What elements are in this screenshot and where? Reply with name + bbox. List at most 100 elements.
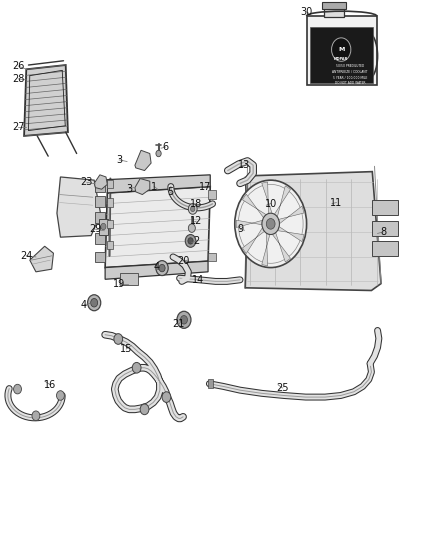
Circle shape: [188, 238, 193, 244]
Polygon shape: [24, 65, 68, 136]
Text: 11: 11: [330, 198, 343, 207]
Polygon shape: [236, 220, 263, 228]
Text: 23: 23: [81, 177, 93, 187]
Text: 16: 16: [44, 380, 57, 390]
Polygon shape: [105, 261, 208, 279]
Bar: [208, 253, 216, 261]
Circle shape: [188, 224, 195, 232]
Bar: [107, 241, 113, 249]
Text: ANTIFREEZE / COOLANT: ANTIFREEZE / COOLANT: [332, 70, 367, 74]
Polygon shape: [307, 16, 377, 85]
Bar: [95, 252, 105, 262]
Circle shape: [235, 180, 307, 268]
Bar: [95, 196, 105, 207]
Text: ------: ------: [346, 86, 353, 90]
Text: 4: 4: [81, 300, 87, 310]
Bar: [95, 233, 105, 244]
Polygon shape: [94, 175, 107, 189]
Circle shape: [162, 392, 171, 402]
Circle shape: [57, 391, 64, 400]
Text: 10: 10: [265, 199, 277, 208]
Circle shape: [266, 219, 275, 229]
Bar: [322, 2, 346, 9]
Polygon shape: [277, 227, 304, 241]
Circle shape: [332, 38, 351, 61]
Text: 29: 29: [89, 224, 102, 234]
Text: 3: 3: [116, 155, 122, 165]
Bar: [99, 219, 108, 235]
Text: 3: 3: [126, 184, 132, 193]
Bar: [107, 198, 113, 207]
Circle shape: [262, 213, 279, 235]
Text: 21: 21: [173, 319, 185, 329]
Circle shape: [14, 384, 21, 394]
Bar: [107, 180, 113, 188]
Polygon shape: [262, 182, 272, 214]
Circle shape: [132, 362, 141, 373]
Bar: [372, 200, 398, 215]
Text: 6: 6: [162, 142, 169, 152]
Circle shape: [156, 261, 168, 276]
Bar: [95, 212, 105, 223]
Text: 4: 4: [154, 262, 160, 271]
Circle shape: [114, 334, 123, 344]
Text: 2: 2: [193, 236, 199, 246]
Text: 9: 9: [237, 224, 243, 234]
Text: DO NOT ADD WATER: DO NOT ADD WATER: [335, 81, 365, 85]
Text: 12: 12: [190, 216, 202, 226]
Text: 50/50 PREDILUTED: 50/50 PREDILUTED: [336, 63, 364, 68]
Polygon shape: [243, 194, 266, 218]
Text: 27: 27: [12, 122, 25, 132]
Text: 25: 25: [276, 383, 289, 393]
Polygon shape: [105, 187, 210, 268]
Text: M: M: [338, 47, 344, 52]
Polygon shape: [135, 179, 150, 195]
Text: 1: 1: [151, 182, 157, 191]
Bar: [120, 273, 138, 285]
Bar: [95, 181, 105, 192]
Circle shape: [32, 411, 40, 421]
Bar: [372, 221, 398, 236]
Circle shape: [177, 311, 191, 328]
Circle shape: [88, 295, 101, 311]
Polygon shape: [57, 177, 101, 237]
Circle shape: [140, 404, 149, 415]
Bar: [310, 27, 373, 83]
Text: 13: 13: [238, 160, 251, 170]
Text: 5 YEAR / 100,000 MILE: 5 YEAR / 100,000 MILE: [333, 76, 367, 80]
Circle shape: [101, 223, 106, 230]
Text: 14: 14: [192, 275, 204, 285]
Text: MOPAR: MOPAR: [334, 57, 348, 61]
Bar: [208, 190, 216, 199]
Text: 5: 5: [167, 187, 173, 197]
Polygon shape: [30, 246, 53, 272]
Text: 8: 8: [380, 227, 386, 237]
Circle shape: [188, 204, 197, 214]
Text: 15: 15: [120, 344, 132, 354]
Text: 26: 26: [12, 61, 25, 71]
Circle shape: [191, 206, 195, 212]
Polygon shape: [274, 186, 290, 217]
Polygon shape: [262, 233, 270, 265]
Polygon shape: [243, 228, 265, 254]
Circle shape: [159, 264, 165, 272]
Text: 18: 18: [190, 199, 202, 208]
Bar: [372, 241, 398, 256]
Text: 30: 30: [300, 7, 313, 17]
Text: 17: 17: [199, 182, 211, 191]
Polygon shape: [107, 175, 210, 193]
Polygon shape: [245, 172, 381, 290]
Text: 20: 20: [177, 256, 189, 266]
Bar: [107, 220, 113, 228]
Text: 24: 24: [20, 251, 32, 261]
Polygon shape: [135, 150, 151, 171]
Text: 19: 19: [113, 279, 125, 288]
Polygon shape: [279, 206, 304, 224]
Bar: [208, 379, 213, 388]
Circle shape: [156, 150, 161, 157]
Circle shape: [185, 235, 196, 247]
Bar: [324, 7, 344, 17]
Circle shape: [91, 298, 98, 307]
Circle shape: [180, 316, 187, 324]
Text: 28: 28: [12, 74, 25, 84]
